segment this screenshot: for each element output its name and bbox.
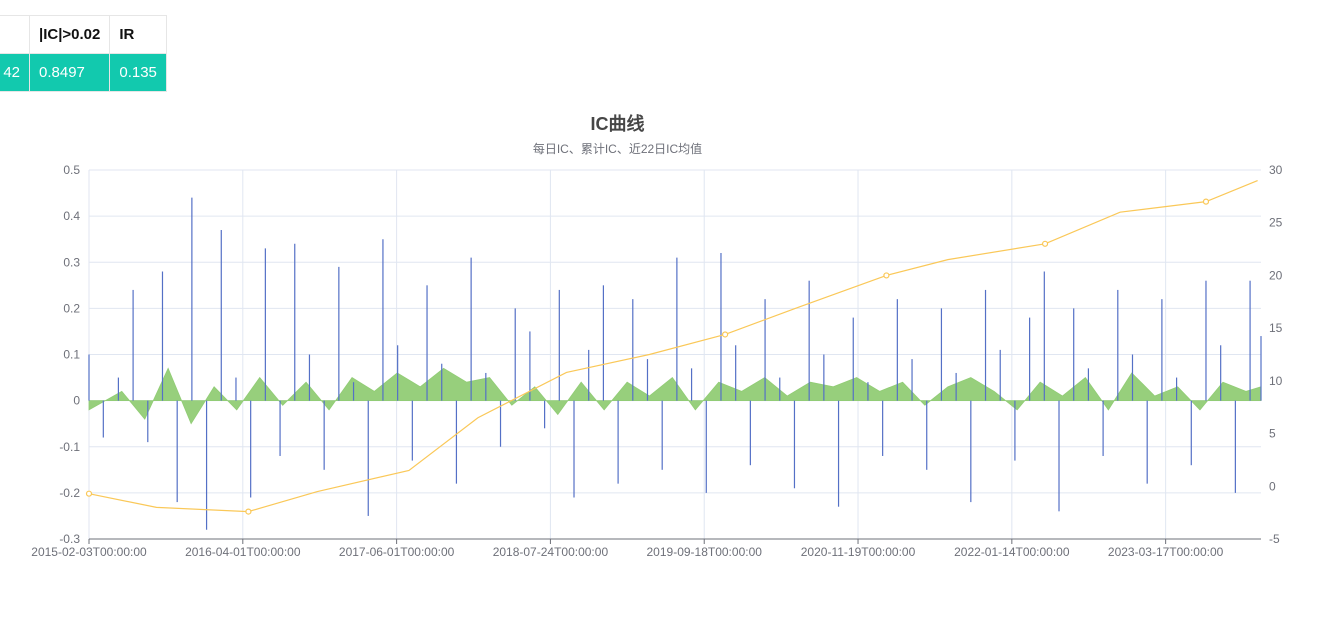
cumulative-ic-line: [88, 179, 1258, 513]
stats-table: |IC|>0.02 IR 42 0.8497 0.135: [0, 15, 167, 92]
ic-mean22-area: [88, 367, 1262, 425]
chart-axes: 0.5 0.4 0.3 0.2 0.1 0 -0.1 -0.2 -0.3 30 25 20 15 10 5 0…: [31, 163, 1282, 559]
x-tick-label: 2022-01-14T00:00:00: [954, 545, 1070, 559]
table-header-cell: |IC|>0.02: [28, 15, 111, 54]
x-tick-label: 2019-09-18T00:00:00: [647, 545, 763, 559]
table-row: 42 0.8497 0.135: [0, 53, 167, 92]
y-left-tick-label: 0.3: [63, 255, 80, 269]
y-left-tick-label: 0.4: [63, 209, 80, 223]
y-left-tick-label: -0.3: [59, 532, 80, 546]
ic-mean22-series: [88, 367, 1262, 425]
cumulative-ic-series: [85, 179, 1258, 515]
y-left-tick-label: 0: [73, 394, 80, 408]
table-cell: 0.135: [109, 53, 167, 92]
y-left-tick-label: 0.5: [63, 163, 80, 177]
x-tick-label: 2020-11-19T00:00:00: [801, 545, 916, 559]
cumulative-ic-point: [1202, 198, 1210, 205]
y-right-tick-label: 15: [1269, 321, 1283, 335]
y-right-tick-label: -5: [1269, 532, 1280, 546]
cumulative-ic-point: [85, 490, 93, 497]
x-tick-label: 2018-07-24T00:00:00: [493, 545, 609, 559]
y-right-tick-label: 0: [1269, 479, 1276, 493]
table-header-cell: IR: [109, 15, 167, 54]
table-header-cell: [0, 15, 30, 54]
y-right-tick-label: 10: [1269, 374, 1283, 388]
y-left-tick-label: -0.1: [59, 440, 80, 454]
x-tick-label: 2015-02-03T00:00:00: [31, 545, 147, 559]
chart-title: IC曲线: [590, 114, 645, 134]
cumulative-ic-point: [883, 272, 890, 279]
table-cell: 42: [0, 53, 30, 92]
cumulative-ic-point: [245, 508, 252, 515]
y-right-tick-label: 30: [1269, 163, 1283, 177]
table-cell: 0.8497: [28, 53, 111, 92]
cumulative-ic-point: [722, 331, 729, 338]
y-right-tick-label: 20: [1269, 268, 1283, 282]
y-left-tick-label: 0.2: [63, 301, 80, 315]
cumulative-ic-point: [1041, 240, 1049, 247]
x-tick-label: 2023-03-17T00:00:00: [1108, 545, 1224, 559]
chart-subtitle: 每日IC、累计IC、近22日IC均值: [532, 142, 703, 156]
y-left-tick-label: -0.2: [59, 486, 80, 500]
x-tick-label: 2016-04-01T00:00:00: [185, 545, 301, 559]
y-left-tick-label: 0.1: [63, 348, 80, 362]
y-right-tick-label: 25: [1269, 216, 1283, 230]
x-tick-label: 2017-06-01T00:00:00: [339, 545, 455, 559]
daily-ic-series: [88, 197, 1262, 530]
y-right-tick-label: 5: [1269, 427, 1276, 441]
